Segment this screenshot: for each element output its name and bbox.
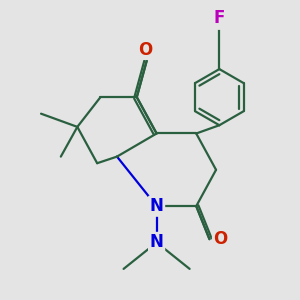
Text: O: O: [213, 230, 227, 248]
Text: N: N: [150, 233, 164, 251]
Text: F: F: [214, 9, 225, 27]
Text: N: N: [150, 197, 164, 215]
Text: O: O: [138, 41, 152, 59]
